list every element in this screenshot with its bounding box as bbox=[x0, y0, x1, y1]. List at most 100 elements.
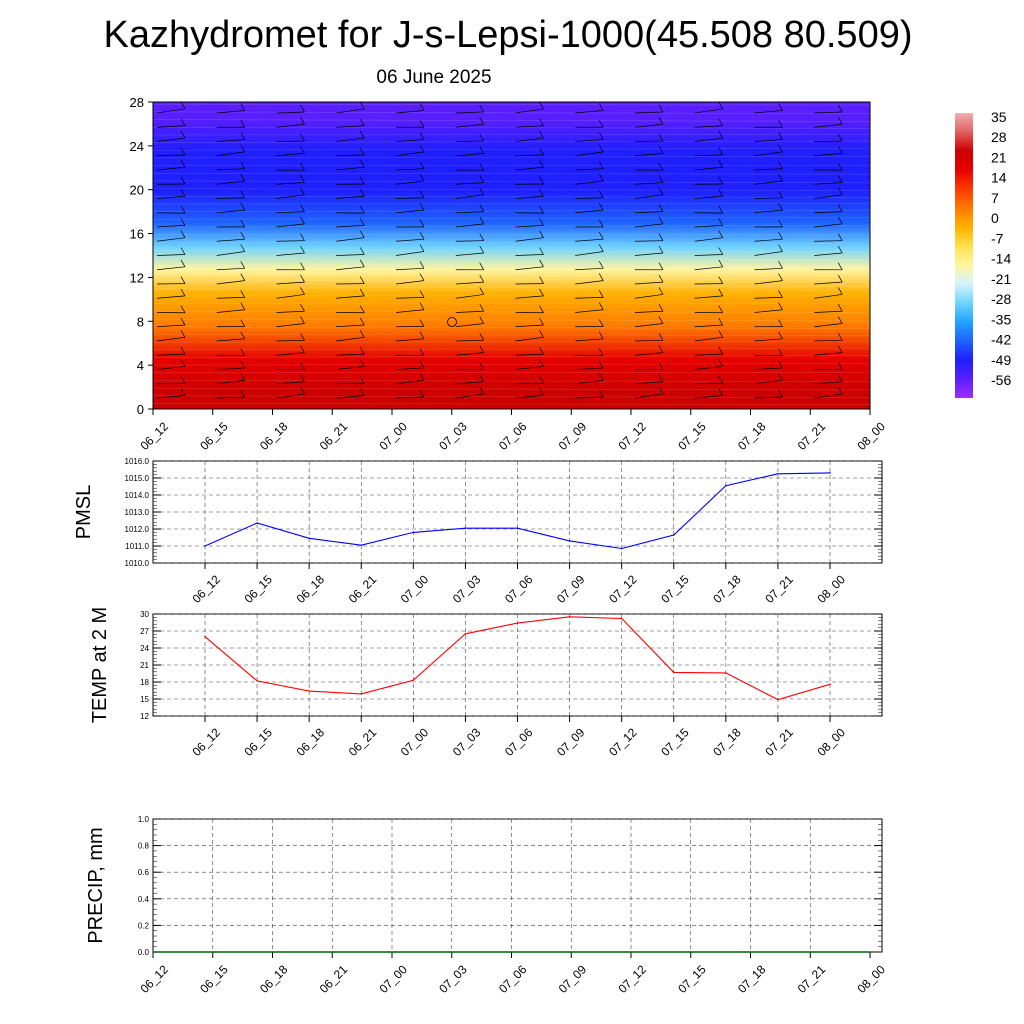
data-point bbox=[204, 635, 206, 638]
contour-line bbox=[152, 395, 871, 399]
wind-barb bbox=[515, 336, 544, 342]
colorbar-label: -7 bbox=[991, 230, 1004, 246]
y-tick-label: 20 bbox=[130, 183, 144, 198]
wind-barb bbox=[216, 168, 245, 171]
wind-barb-flag bbox=[658, 274, 664, 283]
colorbar-label: -14 bbox=[991, 251, 1011, 267]
data-point bbox=[516, 527, 519, 529]
wind-barb bbox=[754, 280, 783, 285]
wind-barb-flag bbox=[359, 160, 365, 168]
x-tick-label: 07_00 bbox=[376, 419, 410, 453]
wind-barb bbox=[694, 382, 723, 385]
wind-barb-flag bbox=[240, 319, 246, 327]
data-point bbox=[568, 540, 571, 542]
wind-barb bbox=[395, 209, 425, 214]
x-tick-label: 07_00 bbox=[376, 962, 410, 996]
wind-barb bbox=[694, 336, 723, 342]
wind-barb bbox=[395, 139, 425, 142]
section-field bbox=[153, 102, 870, 409]
wind-barb-flag bbox=[419, 202, 425, 211]
wind-barb-flag bbox=[658, 333, 664, 341]
wind-barb bbox=[336, 324, 365, 328]
wind-barb-flag bbox=[778, 161, 783, 169]
wind-barb bbox=[814, 223, 843, 228]
wind-barb-flag bbox=[718, 288, 724, 297]
wind-barb bbox=[575, 338, 604, 342]
wind-barb bbox=[515, 225, 544, 228]
wind-barb-flag bbox=[180, 101, 186, 110]
wind-barb-flag bbox=[240, 373, 246, 381]
wind-barb-flag bbox=[778, 144, 783, 153]
wind-barb-flag bbox=[718, 230, 724, 238]
wind-barb-flag bbox=[419, 331, 425, 339]
wind-barb-flag bbox=[240, 360, 246, 369]
y-tick-label: 0.6 bbox=[138, 868, 150, 877]
wind-barb bbox=[455, 323, 484, 328]
wind-barb-flag bbox=[539, 259, 544, 267]
wind-barb-flag bbox=[240, 273, 246, 281]
wind-barb-flag bbox=[837, 187, 843, 195]
wind-barb bbox=[455, 310, 484, 313]
wind-barb bbox=[455, 393, 484, 399]
wind-barb-flag bbox=[359, 189, 365, 197]
data-point bbox=[725, 672, 727, 674]
wind-barb-flag bbox=[419, 273, 425, 281]
wind-barb-flag bbox=[658, 262, 664, 270]
wind-barb bbox=[515, 266, 544, 271]
wind-barb bbox=[634, 111, 664, 114]
wind-barb-flag bbox=[778, 331, 783, 339]
wind-barb-flag bbox=[479, 374, 485, 382]
data-point bbox=[777, 472, 779, 475]
wind-barb-flag bbox=[359, 230, 365, 238]
wind-barb bbox=[395, 309, 425, 313]
wind-barb bbox=[276, 352, 305, 356]
wind-barb bbox=[276, 281, 305, 285]
wind-barb-flag bbox=[837, 386, 843, 395]
wind-barb bbox=[515, 353, 544, 356]
wind-barb bbox=[336, 382, 365, 385]
colorbar-label: 14 bbox=[991, 170, 1007, 186]
wind-barb bbox=[634, 310, 664, 313]
wind-barb bbox=[216, 180, 245, 185]
data-point bbox=[360, 693, 363, 695]
data-point bbox=[620, 547, 623, 550]
contour-line bbox=[152, 147, 871, 151]
colorbar-label: -35 bbox=[991, 311, 1011, 327]
wind-barb-flag bbox=[658, 216, 664, 225]
wind-barb bbox=[395, 396, 425, 399]
wind-barb bbox=[276, 123, 305, 128]
wind-barb-flag bbox=[419, 389, 425, 398]
wind-barb bbox=[694, 353, 723, 356]
wind-barb-flag bbox=[300, 333, 305, 341]
data-point bbox=[412, 679, 415, 682]
wind-barb-flag bbox=[598, 389, 604, 398]
wind-barb bbox=[156, 395, 186, 399]
wind-barb-flag bbox=[479, 204, 485, 212]
wind-barb-flag bbox=[240, 244, 246, 252]
wind-barb bbox=[814, 252, 843, 256]
wind-barb-flag bbox=[837, 117, 843, 125]
wind-barb bbox=[814, 352, 843, 356]
wind-barb bbox=[814, 393, 843, 399]
x-tick-label: 07_06 bbox=[496, 962, 530, 996]
wind-barb-flag bbox=[658, 117, 664, 125]
contour-line bbox=[152, 311, 871, 313]
wind-barb-flag bbox=[359, 376, 365, 384]
x-tick-label: 07_12 bbox=[606, 725, 640, 759]
wind-barb-flag bbox=[598, 103, 604, 111]
wind-barb bbox=[814, 381, 843, 385]
wind-barb bbox=[634, 240, 664, 242]
wind-barb-flag bbox=[300, 345, 305, 353]
wind-barb-flag bbox=[240, 103, 246, 111]
x-tick-label: 07_03 bbox=[436, 962, 470, 996]
wind-barb bbox=[336, 395, 365, 399]
wind-barb bbox=[216, 309, 245, 313]
wind-barb bbox=[515, 237, 544, 242]
contour-line bbox=[152, 347, 871, 351]
y-tick-label: 1011.0 bbox=[125, 542, 149, 551]
wind-barb-flag bbox=[180, 205, 186, 214]
wind-barb-flag bbox=[359, 130, 365, 139]
wind-barb-flag bbox=[539, 189, 544, 197]
wind-barb bbox=[455, 211, 484, 214]
x-tick-label: 07_21 bbox=[762, 725, 796, 759]
